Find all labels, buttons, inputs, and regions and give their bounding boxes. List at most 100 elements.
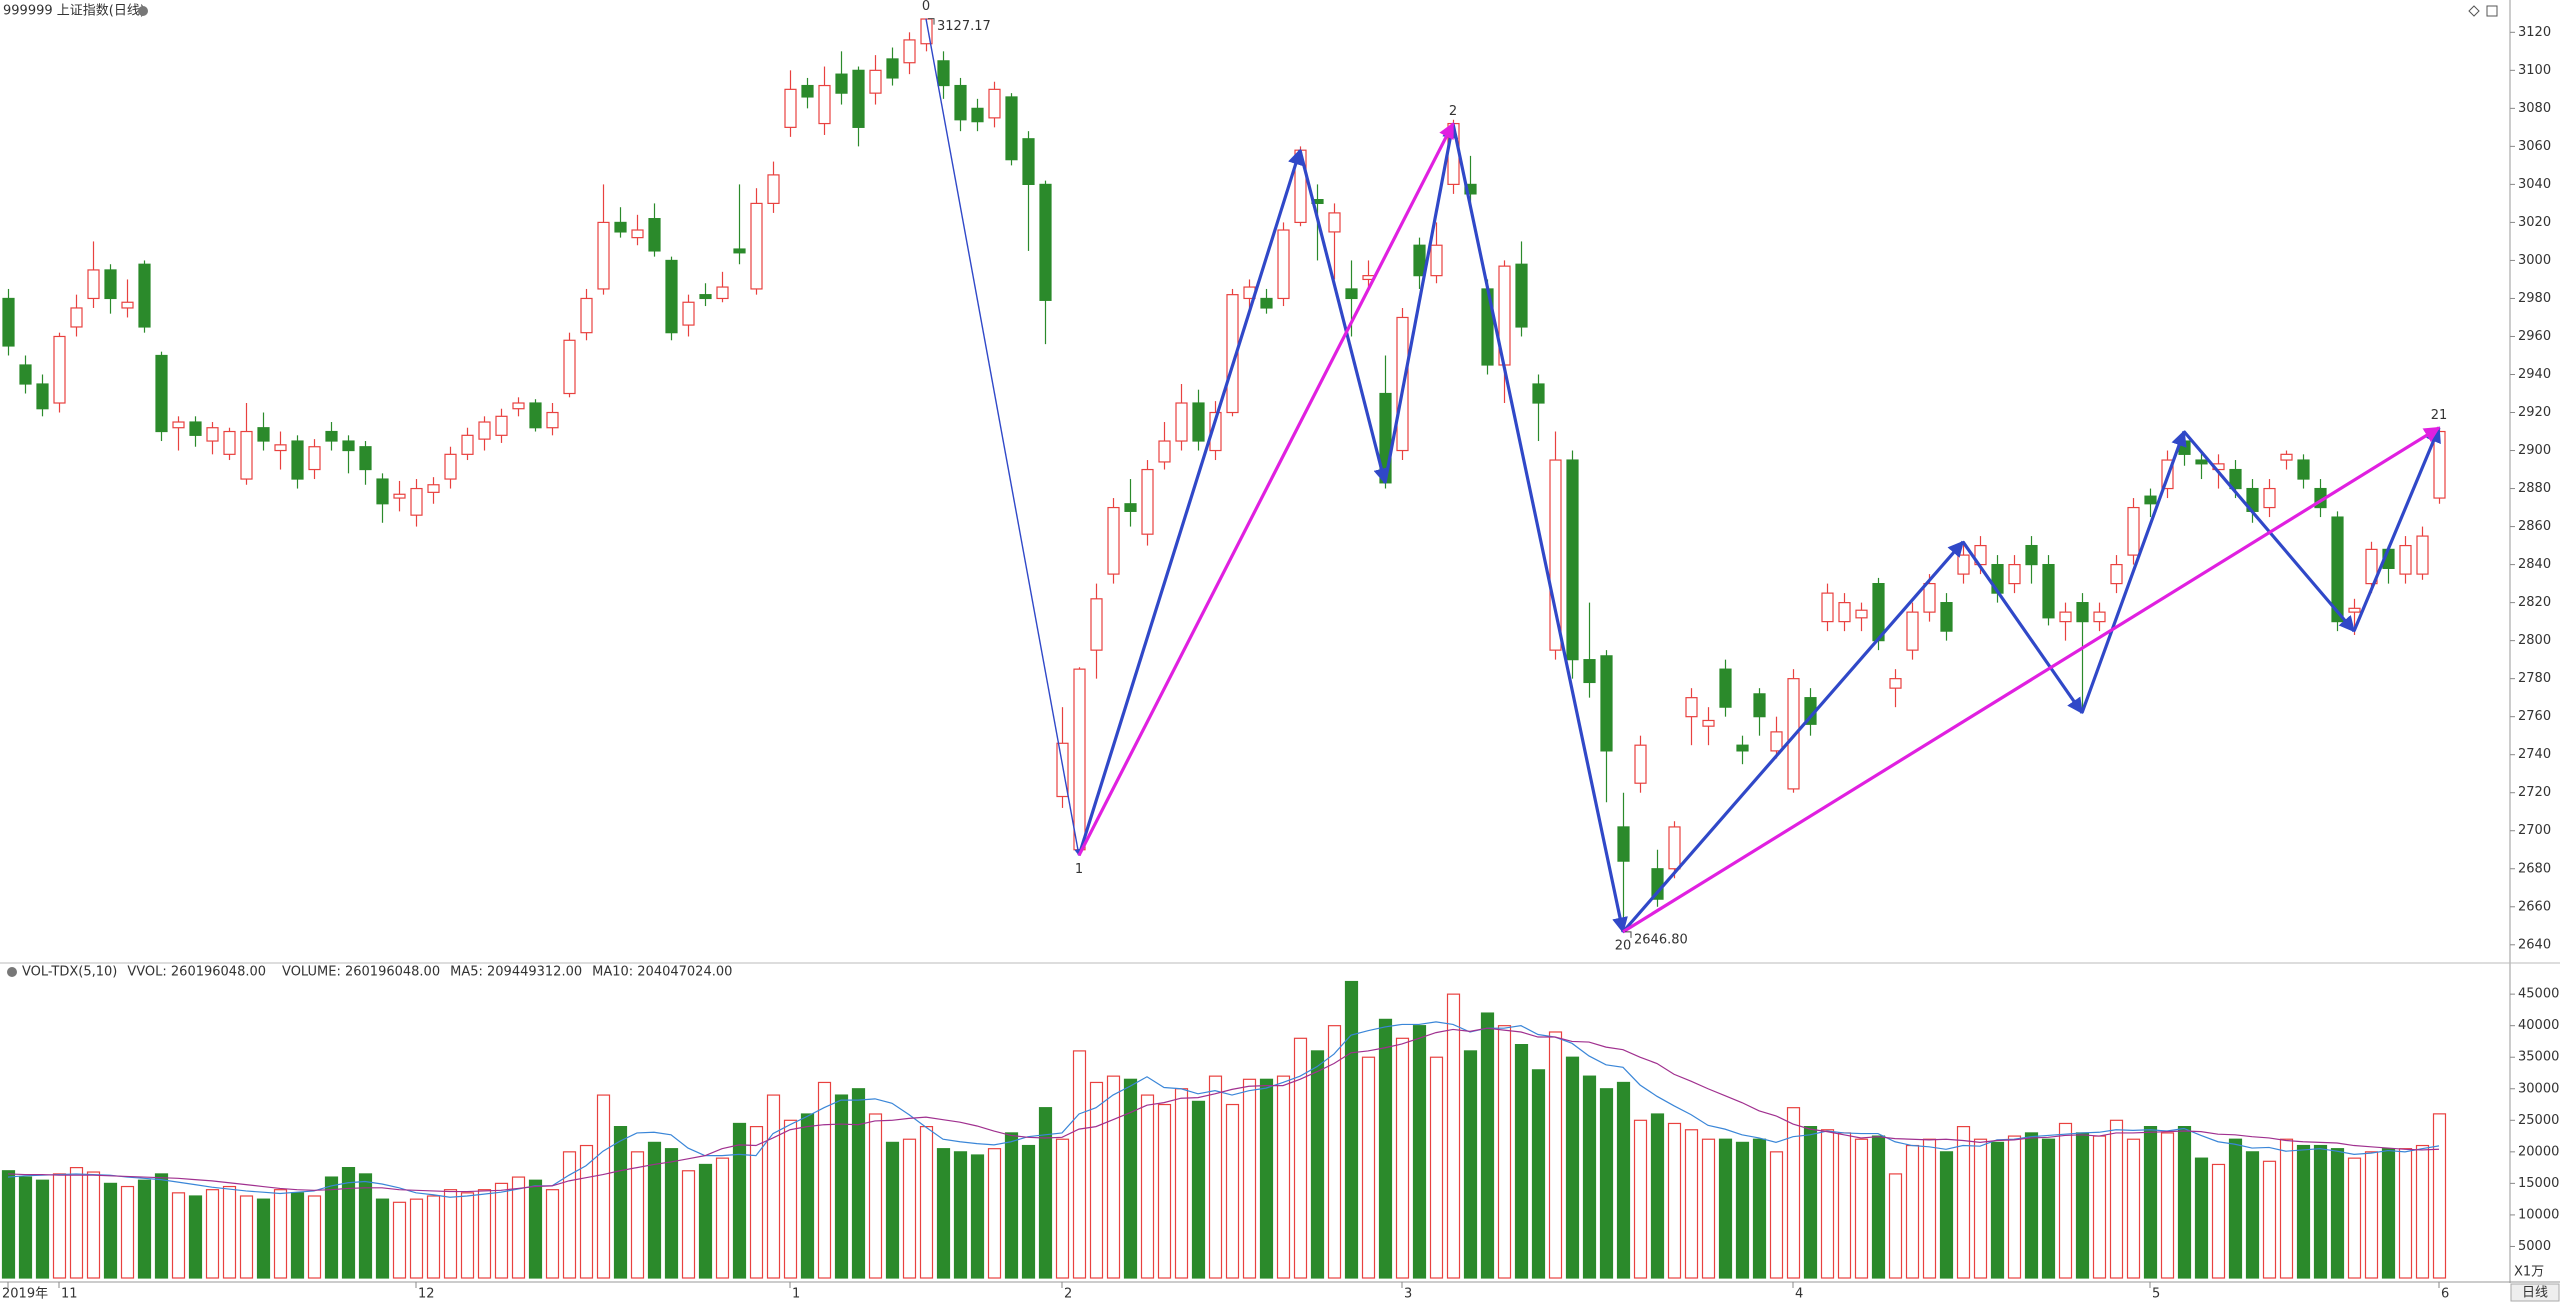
candle-body [1736, 744, 1749, 752]
volume-bar [2364, 1151, 2379, 1279]
volume-bar [18, 1176, 33, 1279]
candle-body [1583, 659, 1596, 684]
candle-body [971, 107, 984, 123]
volume-bar [171, 1192, 186, 1279]
candle-body [1209, 411, 1222, 452]
y-tick-label: 2940 [2518, 367, 2551, 382]
wave-line [1451, 123, 1628, 934]
candle-body [70, 307, 83, 328]
candle-body [597, 221, 610, 290]
candle-body [852, 69, 865, 128]
candle-body [954, 84, 967, 121]
candle-body [410, 487, 423, 516]
volume-bar [1157, 1103, 1172, 1279]
volume-bar [1123, 1078, 1138, 1279]
volume-bar [1939, 1151, 1954, 1279]
candle-body [1430, 244, 1443, 277]
candle-body [614, 221, 627, 233]
volume-bar [749, 1126, 764, 1279]
volume-bar [1276, 1075, 1291, 1279]
candle-body [1787, 678, 1800, 790]
candle-body [19, 364, 32, 385]
candle-body [2297, 459, 2310, 480]
volume-bar [1038, 1107, 1053, 1279]
volume-bar [324, 1176, 339, 1279]
candle-body [1566, 459, 1579, 661]
volume-bar [358, 1173, 373, 1279]
wave-line [1961, 540, 2084, 715]
wave-line [1077, 122, 1455, 857]
candle-body [1158, 440, 1171, 463]
candle-body [2059, 611, 2072, 623]
y-tick-label: 3020 [2518, 215, 2551, 230]
volume-bar [1208, 1075, 1223, 1279]
volume-bar [1769, 1151, 1784, 1279]
candle-body [1260, 297, 1273, 309]
volume-bar [1344, 980, 1359, 1279]
volume-bar [715, 1157, 730, 1279]
candle-body [2365, 548, 2378, 585]
volume-bar [103, 1182, 118, 1279]
annotation-pointer [1625, 931, 1632, 938]
volume-bar [1412, 1025, 1427, 1279]
period-button[interactable] [2510, 1283, 2560, 1302]
candle-body [937, 60, 950, 87]
volume-bar [69, 1167, 84, 1279]
volume-bar [2058, 1122, 2073, 1279]
volume-bar [1446, 993, 1461, 1279]
volume-bar [1786, 1107, 1801, 1279]
volume-bar [426, 1195, 441, 1279]
candle-body [631, 229, 644, 239]
y-tick-label: 2700 [2518, 823, 2551, 838]
volume-bar [1395, 1037, 1410, 1279]
candle-body [393, 493, 406, 499]
y-tick-label: 45000 [2518, 987, 2559, 1002]
volume-bar [936, 1148, 951, 1279]
candle-body [699, 294, 712, 300]
volume-bar [1701, 1138, 1716, 1279]
candle-body [2144, 495, 2157, 505]
volume-bar [120, 1185, 135, 1279]
wave-line [2080, 430, 2187, 714]
y-tick-label: 2800 [2518, 633, 2551, 648]
candle-body [1549, 459, 1562, 651]
candle-body [206, 427, 219, 442]
volume-bar [2177, 1126, 2192, 1279]
volume-bar [1820, 1129, 1835, 1279]
candle-body [1345, 288, 1358, 300]
candle-body [1226, 294, 1239, 414]
volume-bar [1004, 1132, 1019, 1279]
legend-entry: VOLUME: 260196048.00 [282, 965, 440, 980]
volume-bar [1293, 1037, 1308, 1279]
volume-bar [1599, 1088, 1614, 1279]
volume-bar [35, 1179, 50, 1279]
y-tick-label: 3120 [2518, 25, 2551, 40]
volume-bar [1582, 1075, 1597, 1279]
candle-body [342, 440, 355, 452]
volume-bar [953, 1151, 968, 1279]
title-menu-icon[interactable] [138, 6, 148, 16]
volume-bar [1191, 1100, 1206, 1279]
volume-bar [1888, 1173, 1903, 1279]
candle-body [988, 88, 1001, 119]
toolbar-icon[interactable] [2468, 5, 2480, 17]
volume-bar [1718, 1138, 1733, 1279]
candle-body [189, 421, 202, 436]
volume-bar [2398, 1148, 2413, 1279]
toolbar-icon[interactable] [2486, 5, 2498, 17]
volume-bar [1106, 1075, 1121, 1279]
volume-bar [1463, 1050, 1478, 1279]
volume-bar [1361, 1056, 1376, 1279]
legend-entry: MA5: 209449312.00 [450, 965, 582, 980]
volume-bar [52, 1173, 67, 1279]
volume-bar [528, 1179, 543, 1279]
wave-label: 21 [2431, 408, 2448, 423]
volume-bar [392, 1201, 407, 1279]
indicator-menu-icon[interactable] [7, 967, 17, 977]
y-tick-label: 3000 [2518, 253, 2551, 268]
candle-body [1073, 668, 1086, 851]
period-button-label[interactable]: 日线 [2522, 1286, 2548, 1301]
volume-bar [1956, 1126, 1971, 1279]
candle-body [733, 248, 746, 254]
candle-body [767, 174, 780, 205]
